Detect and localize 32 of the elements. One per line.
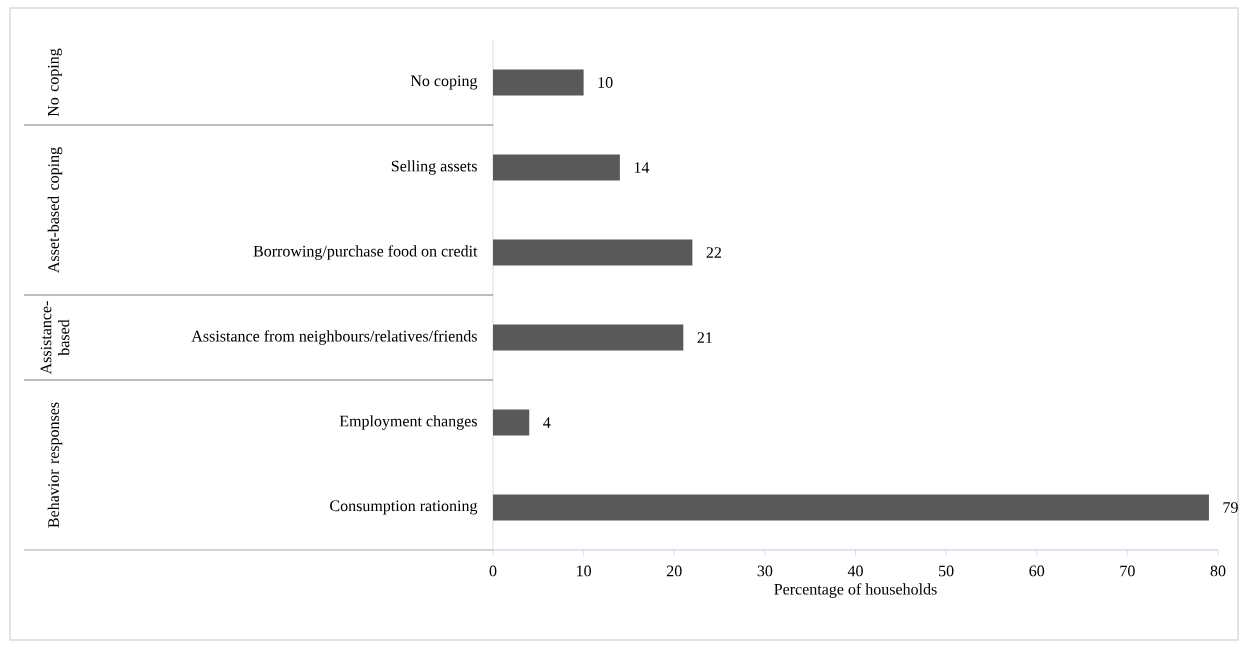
data-label: 21 — [697, 332, 712, 343]
bar — [493, 494, 1209, 521]
x-axis-title: Percentage of households — [774, 583, 937, 598]
x-tick-label: 20 — [666, 565, 682, 577]
y-tick-label: No coping — [410, 75, 478, 90]
bar — [493, 324, 684, 351]
data-label: 22 — [706, 247, 722, 258]
data-label: 79 — [1223, 502, 1238, 513]
bar — [493, 154, 620, 181]
text: Behavior responses — [47, 402, 63, 528]
y-tick-label: Employment changes — [339, 415, 477, 430]
bar — [493, 239, 693, 266]
data-label: 10 — [598, 77, 613, 88]
x-tick-label: 0 — [489, 565, 497, 577]
bar — [493, 69, 584, 96]
x-tick-label: 40 — [847, 565, 863, 577]
x-tick-label: 10 — [577, 565, 592, 577]
y-tick-label: Selling assets — [391, 160, 477, 175]
bar — [493, 409, 530, 436]
text: No coping — [47, 48, 63, 117]
x-tick-label: 50 — [939, 565, 954, 577]
text: Assistance-based — [40, 301, 70, 375]
y-tick-label: Consumption rationing — [330, 500, 478, 515]
x-tick-label: 70 — [1120, 565, 1135, 577]
data-label: 14 — [634, 162, 650, 173]
x-tick-label: 80 — [1210, 565, 1226, 577]
data-label: 4 — [543, 417, 551, 428]
x-tick-label: 30 — [757, 565, 773, 577]
y-tick-label: Borrowing/purchase food on credit — [253, 245, 478, 260]
text: Asset-based coping — [47, 147, 63, 273]
y-tick-label: Assistance from neighbours/relatives/friends — [191, 330, 477, 345]
x-tick-label: 60 — [1029, 565, 1045, 577]
